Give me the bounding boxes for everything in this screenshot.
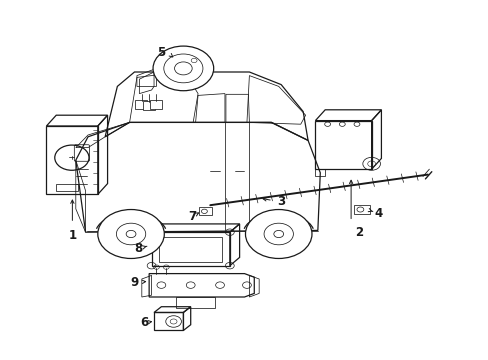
FancyBboxPatch shape xyxy=(135,100,147,109)
Text: 3: 3 xyxy=(277,195,285,208)
Circle shape xyxy=(163,54,203,83)
Text: 7: 7 xyxy=(188,210,196,222)
Text: 6: 6 xyxy=(140,316,148,329)
Text: 4: 4 xyxy=(374,207,382,220)
Text: 9: 9 xyxy=(130,276,138,289)
Circle shape xyxy=(98,210,164,258)
Circle shape xyxy=(153,46,213,91)
Text: 5: 5 xyxy=(157,46,165,59)
FancyBboxPatch shape xyxy=(142,101,154,110)
Text: 2: 2 xyxy=(355,226,363,239)
FancyBboxPatch shape xyxy=(150,100,162,109)
Text: 1: 1 xyxy=(68,229,76,242)
Text: 8: 8 xyxy=(134,242,142,255)
Circle shape xyxy=(245,210,311,258)
Circle shape xyxy=(174,62,192,75)
